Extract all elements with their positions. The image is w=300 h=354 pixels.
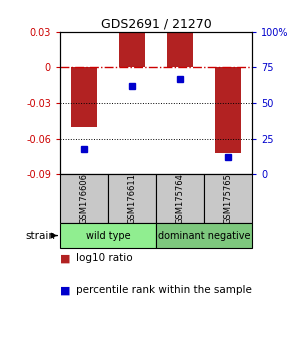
Text: GSM175764: GSM175764 — [176, 173, 184, 224]
Text: log10 ratio: log10 ratio — [76, 253, 133, 263]
Bar — [167, 32, 193, 68]
Bar — [60, 174, 108, 223]
Text: dominant negative: dominant negative — [158, 230, 250, 241]
Bar — [156, 174, 204, 223]
Text: GSM176606: GSM176606 — [80, 173, 88, 224]
Bar — [71, 68, 97, 127]
Text: ■: ■ — [60, 253, 70, 263]
Bar — [215, 68, 241, 153]
Bar — [119, 32, 145, 68]
Text: GSM176611: GSM176611 — [128, 173, 136, 224]
Text: strain: strain — [25, 230, 55, 241]
Text: GSM175765: GSM175765 — [224, 173, 232, 224]
Bar — [204, 174, 252, 223]
Text: wild type: wild type — [86, 230, 130, 241]
Bar — [108, 174, 156, 223]
Bar — [60, 223, 156, 248]
Title: GDS2691 / 21270: GDS2691 / 21270 — [100, 18, 212, 31]
Bar — [156, 223, 252, 248]
Text: percentile rank within the sample: percentile rank within the sample — [76, 285, 252, 295]
Text: ■: ■ — [60, 285, 70, 295]
